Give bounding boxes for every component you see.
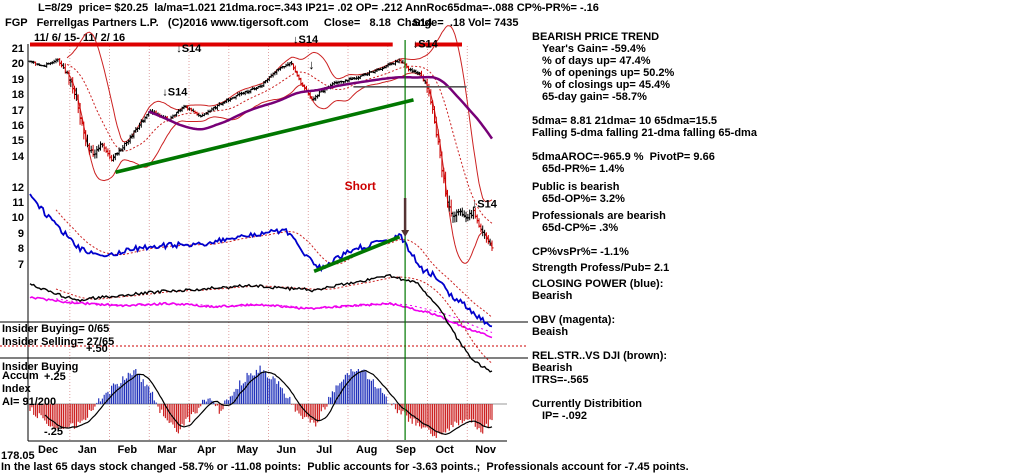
panel-line: 5dmaAROC=-965.9 % PivotP= 9.66 [532,151,715,163]
panel-line: Public is bearish [532,181,620,193]
chart-side-label: Insider Buying= 0/65 [2,323,110,335]
panel-line: % of closings up= 45.4% [542,79,671,91]
panel-section-header: Currently Distribition [532,398,643,410]
panel-line: Year's Gain= -59.4% [542,43,646,55]
panel-section-header: OBV (magenta): [532,314,616,326]
month-label: Dec [38,444,59,456]
panel-line: IP= -.092 [542,410,587,422]
panel-line: Bearish [532,362,573,374]
panel-line: Bearish [532,290,573,302]
date-range-label: 11/ 6/ 15- 11/ 2/ 16 [34,32,126,44]
price-axis-label: 15 [11,135,24,148]
price-axis-label: 12 [11,181,24,194]
panel-line: 65d-CP%= .3% [542,222,619,234]
price-axis-label: 16 [11,120,24,133]
month-label: Sep [395,444,416,456]
month-label: Nov [475,444,497,456]
ai-axis-label: +.25 [44,370,66,383]
panel-line: Beaish [532,326,569,338]
panel-line: Strength Profess/Pub= 2.1 [532,262,670,274]
price-axis-label: 17 [11,104,24,117]
price-axis-label: 7 [17,258,24,271]
panel-section-header: REL.STR..VS DJI (brown): [532,350,668,362]
header-stats-line: L=8/29 price= $20.25 la/ma=1.021 21dma.r… [38,2,599,14]
price-axis-label: 11 [12,197,24,210]
down-arrow-icon: ↓ [308,57,315,72]
month-label: Mar [157,444,177,456]
month-label: May [236,444,259,456]
short-signal-label: Short [345,179,376,193]
chart-side-label: Accum [2,370,39,382]
month-label: Oct [435,444,454,456]
month-label: Apr [197,444,216,456]
footer-summary: In the last 65 days stock changed -58.7%… [1,461,689,473]
s14-sell-signal-marker: ↓S14 [407,17,433,29]
price-axis-label: 21 [11,43,24,56]
header-title-line: FGP Ferrellgas Partners L.P. (C)2016 www… [5,17,519,29]
chart-side-label: Insider Buying [2,361,79,373]
price-axis-label: 8 [17,243,24,256]
ai-axis-label: -.25 [44,425,63,438]
stock-chart-canvas[interactable]: Short ↓S14 ↓S14 ↓S14 ↓S14 ↓S14 ↓S14 ↓ [0,0,530,473]
price-axis-label: 10 [11,212,24,225]
ai-axis-label: +.50 [86,343,108,355]
s14-sell-signal-marker: ↓S14 [413,39,439,51]
panel-line: Professionals are bearish [532,210,666,222]
month-label: Jun [276,444,297,456]
price-axis-label: 20 [11,58,24,71]
panel-line: ITRS=-.565 [532,374,589,386]
panel-line: % of days up= 47.4% [542,55,651,67]
chart-side-label: Insider Selling= 27/65 [2,336,115,348]
bottom-left-value: 178.05 [1,450,35,462]
chart-labels-layer: 21 20 19 18 17 16 15 14 12 11 10 9 8 7 Dec Jan Feb Mar Apr… [2,43,497,456]
panel-line: 65-day gain= -58.7% [542,91,647,103]
chart-side-label: AI= 91/200 [2,396,57,408]
month-label: Jan [77,444,97,456]
month-label: Jul [316,444,333,456]
panel-line: Falling 5-dma falling 21-dma falling 65-… [532,127,757,139]
price-axis-label: 14 [11,150,24,163]
price-axis-label: 9 [17,227,24,240]
price-axis-label: 19 [11,73,24,86]
panel-line: 65d-PR%= 1.4% [542,163,625,175]
s14-sell-signal-marker: ↓S14 [176,43,202,55]
panel-line: 65d-OP%= 3.2% [542,193,625,205]
panel-line: CP%vsPr%= -1.1% [532,246,629,258]
short-down-arrow-icon [401,230,410,237]
panel-line: % of openings up= 50.2% [542,67,675,79]
analysis-panel: BEARISH PRICE TREND Year's Gain= -59.4%% … [532,0,1024,473]
panel-section-header: BEARISH PRICE TREND [532,31,660,43]
s14-sell-signal-marker: ↓S14 [472,199,498,211]
month-label: Feb [117,444,138,456]
month-label: Aug [356,444,378,456]
s14-sell-signal-marker: ↓S14 [162,86,188,98]
panel-line: 5dma= 8.81 21dma= 10 65dma=15.5 [532,115,717,127]
price-axis-label: 18 [11,89,24,102]
s14-sell-signal-marker: ↓S14 [293,34,319,46]
panel-section-header: CLOSING POWER (blue): [532,278,664,290]
chart-side-label: Index [2,383,31,395]
